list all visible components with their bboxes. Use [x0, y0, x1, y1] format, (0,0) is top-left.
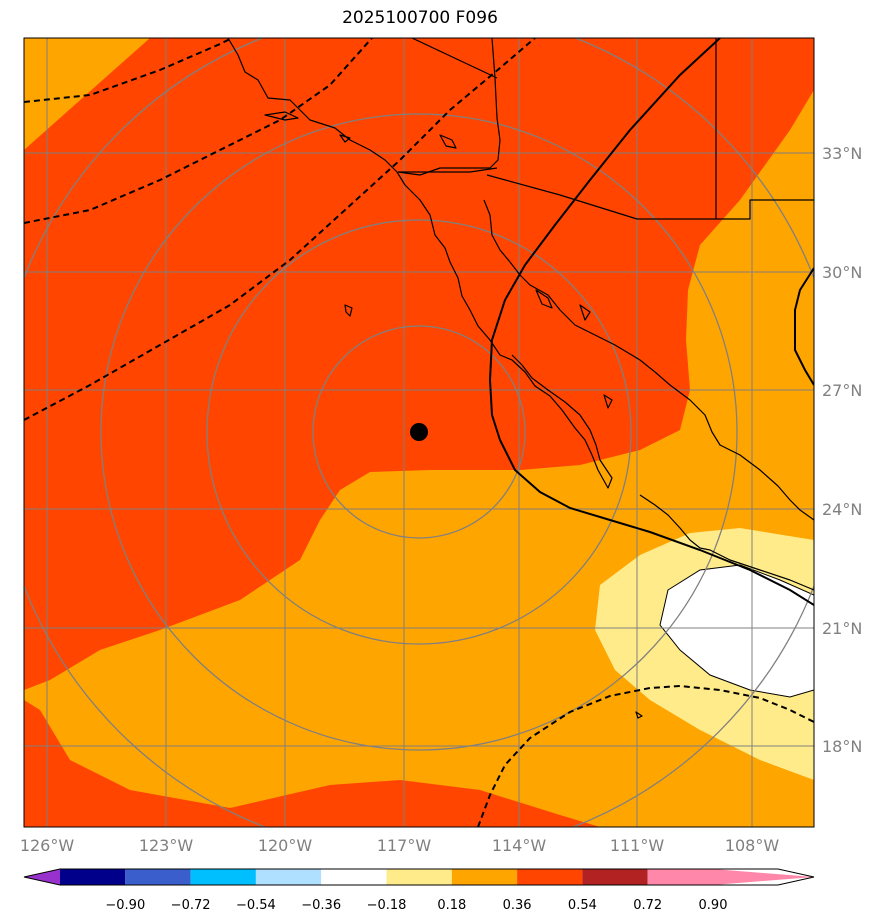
field-red-orange-south [24, 700, 600, 827]
colorbar-segment-1 [60, 869, 126, 885]
dashed-contour-4 [477, 684, 814, 827]
map-plot-area [24, 38, 814, 827]
colorbar-tick-2: −0.72 [171, 898, 211, 913]
colorbar-tick-3: −0.54 [236, 898, 276, 913]
lat-label-30n: 30°N [822, 263, 862, 282]
coastlines [227, 38, 814, 719]
colorbar-segment-7 [451, 869, 518, 885]
lat-label-21n: 21°N [822, 619, 862, 638]
colorbar-tick-5: −0.18 [367, 898, 407, 913]
longitude-labels: 126°W 123°W 120°W 117°W 114°W 111°W 108°… [20, 836, 780, 855]
colorbar-segment-5 [321, 869, 387, 885]
lat-label-18n: 18°N [822, 737, 862, 756]
island-6 [579, 304, 591, 321]
island-2 [339, 134, 351, 143]
island-7 [603, 394, 613, 409]
lon-label-126w: 126°W [20, 836, 75, 855]
island-8 [635, 711, 643, 719]
dashed-contours [24, 38, 814, 827]
island-4 [439, 134, 457, 149]
colorbar-tick-9: 0.72 [633, 898, 662, 913]
colorbar-outline [23, 868, 815, 886]
border-us-mexico [398, 167, 498, 173]
solid-contour-main [488, 38, 814, 606]
colorbar-segment-10 [647, 869, 713, 885]
coastline-baja-pacific [227, 38, 613, 489]
colorbar-tick-6: 0.18 [437, 898, 466, 913]
colorbar-segment-4 [255, 869, 322, 885]
lon-label-123w: 123°W [139, 836, 194, 855]
solid-contour-east [794, 267, 814, 386]
range-ring-2 [206, 219, 632, 645]
colorbar-segment-6 [386, 869, 452, 885]
lat-label-33n: 33°N [822, 144, 862, 163]
island-3 [344, 304, 353, 317]
lat-label-27n: 27°N [822, 381, 862, 400]
latitude-labels: 33°N 30°N 27°N 24°N 21°N 18°N [822, 144, 862, 756]
field-red-orange-north [24, 38, 814, 690]
lon-label-111w: 111°W [610, 836, 665, 855]
coastline-south-mexico [639, 494, 814, 591]
range-ring-3 [100, 113, 738, 751]
island-5 [535, 289, 553, 309]
lon-label-120w: 120°W [258, 836, 313, 855]
colorbar-tick-10: 0.90 [699, 898, 728, 913]
colorbar-extend-high [713, 869, 814, 885]
colorbar: −0.90 −0.72 −0.54 −0.36 −0.18 0.18 0.36 … [23, 868, 815, 913]
field-white [659, 564, 814, 698]
lon-label-117w: 117°W [377, 836, 432, 855]
colorbar-tick-4: −0.36 [301, 898, 341, 913]
colorbar-segment-8 [517, 869, 583, 885]
dashed-contour-2 [24, 38, 373, 224]
range-ring-1 [312, 325, 526, 539]
lon-label-108w: 108°W [725, 836, 780, 855]
coastline-mainland-mexico [483, 199, 814, 521]
colorbar-extend-low [24, 869, 60, 885]
map-frame [23, 37, 815, 828]
storm-center-marker [410, 423, 428, 441]
map-title: 2025100700 F096 [342, 8, 498, 28]
lon-label-114w: 114°W [492, 836, 547, 855]
dashed-contour-1 [24, 38, 233, 103]
colorbar-tick-1: −0.90 [105, 898, 145, 913]
colorbar-segment-3 [190, 869, 256, 885]
colorbar-segment-2 [125, 869, 191, 885]
range-rings [24, 38, 814, 827]
dashed-contour-3 [24, 38, 536, 421]
colorbar-segment-9 [582, 869, 648, 885]
colorbar-tick-7: 0.36 [503, 898, 532, 913]
solid-contours [488, 38, 814, 606]
island-1 [264, 111, 299, 121]
border-nevada-california [411, 38, 498, 79]
lat-label-24n: 24°N [822, 500, 862, 519]
colorbar-tick-8: 0.54 [568, 898, 597, 913]
